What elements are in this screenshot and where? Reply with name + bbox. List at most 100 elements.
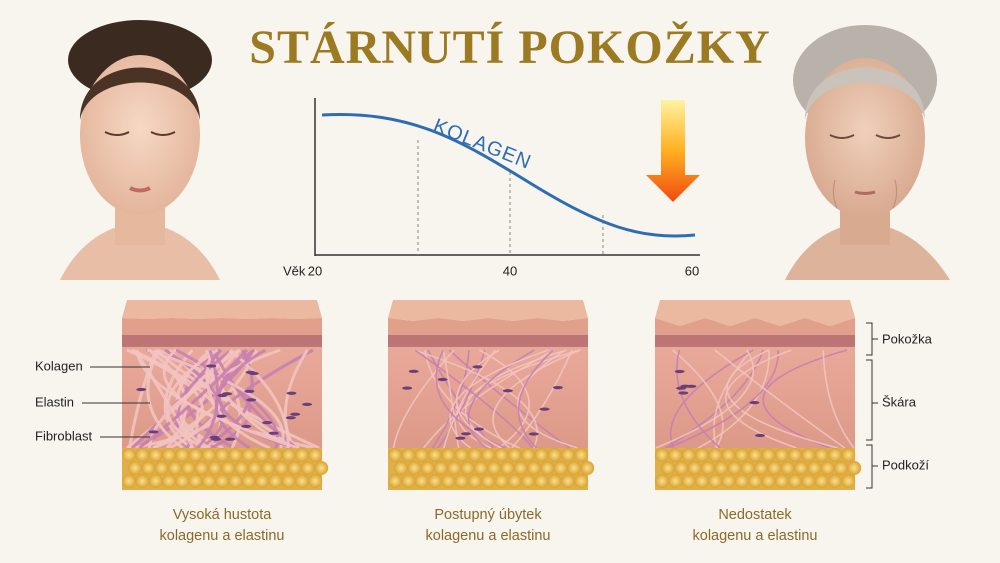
fat-cell (414, 474, 429, 488)
fibroblast (680, 384, 691, 388)
fibroblast (248, 371, 259, 376)
fat-cell (814, 448, 829, 462)
fat-cell (308, 448, 323, 462)
skin-block (122, 300, 329, 490)
collagen-fiber (179, 348, 240, 450)
top-surface (122, 300, 322, 319)
fat-cell (473, 461, 488, 475)
fat-cell (801, 474, 816, 488)
fat-cell (388, 448, 402, 462)
fat-cell (274, 461, 289, 475)
fat-cell (761, 474, 776, 488)
collagen-fiber (146, 348, 285, 449)
label: Pokožka (882, 331, 933, 346)
fiber (392, 349, 455, 449)
fat-cell (427, 474, 442, 488)
fat-cell (241, 474, 256, 488)
fibroblast (472, 365, 483, 369)
fat-cell (494, 448, 509, 462)
caption: Postupný úbytek (434, 507, 542, 523)
fat-cell (574, 474, 589, 488)
basal-layer (655, 335, 855, 347)
fat-cell (534, 474, 549, 488)
fat-cell (481, 448, 496, 462)
fat-cell (727, 461, 742, 475)
collagen-fiber (135, 349, 299, 450)
fiber (427, 349, 495, 449)
fibroblast (262, 420, 273, 425)
fat-cell (414, 448, 429, 462)
fat-cell (161, 448, 176, 462)
fat-cell (228, 474, 243, 488)
fat-cell (148, 448, 163, 462)
fat-cell (780, 461, 795, 475)
x-tick-label: 20 (308, 263, 322, 278)
collagen-fiber (196, 349, 220, 450)
top-surface (655, 300, 855, 326)
fibroblast (749, 401, 760, 405)
fibroblast (302, 402, 313, 406)
fat-cell (294, 448, 309, 462)
fat-cell (281, 474, 296, 488)
collagen-fiber (138, 348, 248, 450)
fat-cell (841, 448, 856, 462)
collagen-curve (321, 112, 696, 238)
fat-cell (521, 448, 535, 462)
fat-cell (287, 461, 302, 475)
fat-cell (560, 448, 575, 462)
fiber (414, 349, 534, 449)
fat-cell (748, 474, 763, 488)
fiber (724, 349, 797, 449)
fat-cell (734, 448, 749, 462)
x-axis-label: Věk (283, 263, 306, 278)
basal-layer (122, 335, 322, 347)
fat-cell (507, 474, 522, 488)
fat-cell (394, 461, 408, 475)
fat-cell (721, 448, 736, 462)
fat-cell (814, 474, 829, 488)
fat-cell (708, 474, 723, 488)
fat-cell (527, 461, 541, 475)
fibroblast (211, 437, 222, 441)
fibroblast (461, 432, 471, 436)
fibroblast (473, 427, 484, 431)
right-labels: Pokožka Škára Podkoží (866, 322, 933, 489)
fat-cell (681, 474, 696, 488)
label: Kolagen (35, 358, 83, 373)
fat-cell (441, 474, 456, 488)
fiber (672, 349, 724, 449)
fat-cell (194, 461, 209, 475)
fat-cell (721, 474, 736, 488)
fat-cell (460, 461, 475, 475)
fat-cell (234, 461, 249, 475)
fat-cell (761, 448, 776, 462)
fat-cell (827, 448, 842, 462)
fibroblast (502, 389, 513, 393)
young-face (60, 20, 220, 280)
fat-cell (734, 474, 749, 488)
skin-block (388, 300, 595, 490)
fat-cell (487, 461, 502, 475)
fiber (676, 349, 721, 449)
fibroblast (246, 398, 257, 402)
fat-cell (247, 461, 262, 475)
fiber (667, 349, 779, 449)
fat-cell (433, 461, 448, 475)
fat-cell (255, 474, 269, 488)
fat-cell (175, 448, 190, 462)
fat-cell (774, 448, 789, 462)
fat-cell (314, 461, 329, 475)
fibroblast (539, 407, 550, 411)
fat-cell (580, 461, 595, 475)
fat-cell (740, 461, 755, 475)
fat-cell (201, 474, 216, 488)
fat-cell (221, 461, 236, 475)
fat-cell (674, 461, 689, 475)
fat-cell (833, 461, 848, 475)
fat-cell (454, 474, 469, 488)
top-surface (388, 300, 588, 321)
fat-cell (521, 474, 535, 488)
fat-cell (534, 448, 549, 462)
fat-cell (167, 461, 182, 475)
fat-cell (655, 474, 669, 488)
